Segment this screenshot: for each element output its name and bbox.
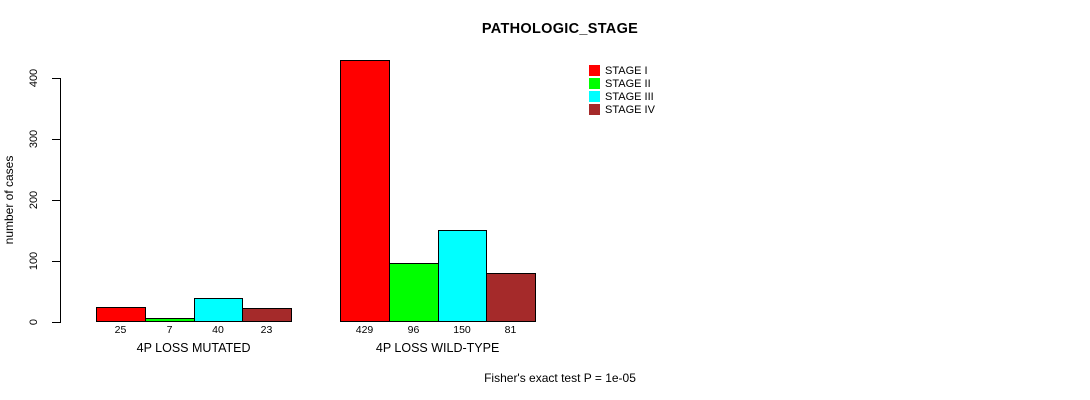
y-tick-label: 300 (28, 129, 40, 149)
legend-label: STAGE II (605, 77, 651, 90)
y-tick-mark (52, 200, 60, 201)
bar-value-label: 150 (453, 324, 471, 336)
chart-title: PATHOLOGIC_STAGE (481, 21, 639, 37)
legend-row: STAGE II (589, 77, 655, 90)
bar-stage-iv (486, 273, 536, 322)
bar-stage-i (96, 307, 146, 322)
bar-value-label: 25 (114, 324, 127, 336)
bar-value-label: 7 (166, 324, 173, 336)
legend-swatch (589, 91, 600, 102)
y-tick-label: 200 (28, 190, 40, 210)
y-tick-label: 0 (28, 318, 40, 326)
legend-row: STAGE III (589, 90, 655, 103)
bar-value-label: 23 (260, 324, 273, 336)
bar-value-label: 81 (504, 324, 517, 336)
y-tick-mark (52, 78, 60, 79)
bar-stage-i (340, 60, 390, 322)
legend-swatch (589, 65, 600, 76)
bar-stage-iii (194, 298, 243, 322)
bar-value-label: 40 (212, 324, 224, 336)
y-axis-title: number of cases (2, 155, 16, 245)
y-tick-mark (52, 139, 60, 140)
legend-label: STAGE IV (605, 103, 655, 116)
bar-value-label: 429 (355, 324, 374, 336)
y-tick-mark (52, 322, 60, 323)
group-label: 4P LOSS WILD-TYPE (375, 341, 500, 355)
legend-row: STAGE IV (589, 103, 655, 116)
legend-label: STAGE I (605, 64, 648, 77)
bar-stage-iv (242, 308, 292, 322)
bar-stage-iii (438, 230, 487, 322)
y-tick-label: 100 (28, 251, 40, 271)
legend-label: STAGE III (605, 90, 654, 103)
legend: STAGE I STAGE II STAGE III STAGE IV (589, 64, 655, 116)
bar-value-label: 96 (407, 324, 420, 336)
y-tick-label: 400 (28, 68, 40, 88)
group-label: 4P LOSS MUTATED (136, 341, 251, 355)
y-tick-mark (52, 261, 60, 262)
stat-test-note: Fisher's exact test P = 1e-05 (484, 371, 636, 385)
legend-swatch (589, 104, 600, 115)
y-axis-line (60, 78, 61, 323)
bar-stage-ii (145, 318, 195, 322)
legend-row: STAGE I (589, 64, 655, 77)
bar-stage-ii (389, 263, 439, 322)
legend-swatch (589, 78, 600, 89)
